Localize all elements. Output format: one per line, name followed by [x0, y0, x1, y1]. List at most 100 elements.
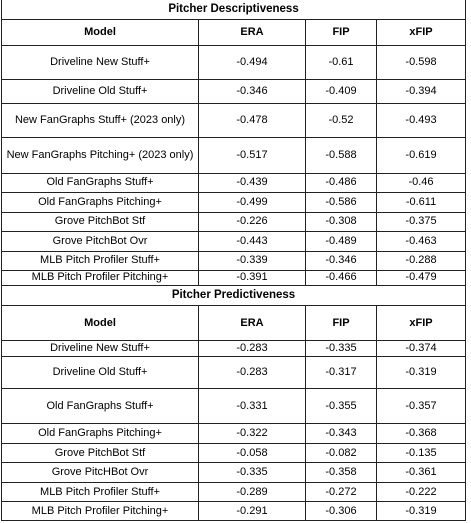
table-row: Grove PitchBot Stf -0.058 -0.082 -0.135: [1, 443, 466, 463]
model-name: Old FanGraphs Pitching+: [1, 423, 199, 444]
metric-value: -0.283: [198, 356, 306, 389]
data-table: Pitcher Predictiveness Model ERA FIP xFIP Dri…: [1, 285, 466, 521]
metric-value: -0.319: [376, 501, 466, 521]
metric-value: -0.272: [305, 482, 377, 502]
metric-value: -0.339: [198, 250, 306, 271]
data-table: Pitcher Descriptiveness Model ERA FIP xFIP Dr…: [0, 0, 467, 286]
metric-value: -0.489: [305, 230, 377, 252]
model-name: Grove PitchBot Ovr: [1, 230, 199, 252]
model-name: Driveline Old Stuff+: [1, 356, 199, 389]
metric-value: -0.135: [376, 443, 466, 463]
metric-value: -0.443: [198, 230, 306, 252]
metric-value: -0.486: [305, 172, 377, 193]
model-name: Driveline New Stuff+: [1, 44, 199, 80]
metric-value: -0.52: [305, 102, 377, 138]
metric-value: -0.375: [375, 211, 467, 232]
column-header: FIP: [305, 18, 377, 46]
model-name: New FanGraphs Stuff+ (2023 only): [1, 102, 199, 138]
metric-value: -0.331: [198, 388, 306, 424]
metric-value: -0.288: [375, 250, 467, 271]
metric-value: -0.466: [305, 269, 377, 286]
metric-value: -0.598: [375, 44, 467, 80]
metric-value: -0.335: [305, 340, 377, 357]
table-row: MLB Pitch Profiler Pitching+ -0.391 -0.466…: [1, 269, 467, 286]
table-row: MLB Pitch Profiler Stuff+ -0.289 -0.272 -0.…: [1, 482, 466, 502]
title-row: Pitcher Predictiveness: [1, 285, 466, 306]
metric-value: -0.357: [376, 388, 466, 424]
model-name: MLB Pitch Profiler Stuff+: [1, 482, 199, 502]
table-title: Pitcher Descriptiveness: [0, 0, 467, 20]
metric-value: -0.479: [375, 269, 467, 286]
column-header: FIP: [305, 305, 377, 341]
model-name: Grove PitchBot Stf: [1, 211, 199, 232]
metric-value: -0.361: [376, 462, 466, 483]
metric-value: -0.308: [305, 211, 377, 232]
metric-value: -0.494: [198, 44, 306, 80]
column-header: ERA: [198, 305, 306, 341]
table-row: MLB Pitch Profiler Stuff+ -0.339 -0.346 -0.…: [1, 250, 467, 271]
metric-value: -0.586: [305, 191, 377, 213]
metric-value: -0.61: [305, 44, 377, 80]
metric-value: -0.322: [198, 423, 306, 444]
model-name: Driveline Old Stuff+: [1, 78, 199, 104]
metric-value: -0.619: [375, 136, 467, 174]
metric-value: -0.358: [305, 462, 377, 483]
model-name: Grove PitcHBot Ovr: [1, 462, 199, 483]
model-name: Driveline New Stuff+: [1, 340, 199, 357]
metric-value: -0.493: [375, 102, 467, 138]
title-row: Pitcher Descriptiveness: [0, 0, 467, 20]
metric-value: -0.291: [198, 501, 306, 521]
metric-value: -0.226: [198, 211, 306, 232]
metric-value: -0.306: [305, 501, 377, 521]
metric-value: -0.499: [198, 191, 306, 213]
metric-value: -0.283: [198, 340, 306, 357]
model-name: New FanGraphs Pitching+ (2023 only): [1, 136, 199, 174]
column-header: ERA: [198, 18, 306, 46]
model-name: Old FanGraphs Stuff+: [1, 388, 199, 424]
table-row: MLB Pitch Profiler Pitching+ -0.291 -0.306…: [1, 501, 466, 521]
model-name: Old FanGraphs Stuff+: [1, 172, 199, 193]
model-name: MLB Pitch Profiler Pitching+: [1, 501, 199, 521]
metric-value: -0.343: [305, 423, 377, 444]
table-row: Grove PitchBot Stf -0.226 -0.308 -0.375: [1, 211, 467, 232]
table-row: Old FanGraphs Stuff+ -0.439 -0.486 -0.46: [1, 172, 467, 193]
metric-value: -0.588: [305, 136, 377, 174]
table-row: New FanGraphs Pitching+ (2023 only) -0.51…: [1, 136, 467, 174]
model-name: Old FanGraphs Pitching+: [1, 191, 199, 213]
metric-value: -0.058: [198, 443, 306, 463]
metric-value: -0.355: [305, 388, 377, 424]
model-name: MLB Pitch Profiler Pitching+: [1, 269, 199, 286]
table-row: New FanGraphs Stuff+ (2023 only) -0.478 -0…: [1, 102, 467, 138]
metric-value: -0.317: [305, 356, 377, 389]
metric-value: -0.319: [376, 356, 466, 389]
metric-value: -0.439: [198, 172, 306, 193]
model-name: MLB Pitch Profiler Stuff+: [1, 250, 199, 271]
column-header: Model: [1, 305, 199, 341]
table-row: Driveline New Stuff+ -0.283 -0.335 -0.374: [1, 340, 466, 357]
metric-value: -0.374: [376, 340, 466, 357]
metric-value: -0.289: [198, 482, 306, 502]
metric-value: -0.478: [198, 102, 306, 138]
metric-value: -0.368: [376, 423, 466, 444]
header-row: Model ERA FIP xFIP: [1, 18, 467, 46]
metric-value: -0.517: [198, 136, 306, 174]
table-row: Grove PitcHBot Ovr -0.335 -0.358 -0.361: [1, 462, 466, 483]
column-header: Model: [1, 18, 199, 46]
metric-value: -0.46: [375, 172, 467, 193]
table-row: Old FanGraphs Pitching+ -0.499 -0.586 -0.61…: [1, 191, 467, 213]
metric-value: -0.391: [198, 269, 306, 286]
table-row: Driveline Old Stuff+ -0.346 -0.409 -0.394: [1, 78, 467, 104]
metric-value: -0.409: [305, 78, 377, 104]
table-row: Grove PitchBot Ovr -0.443 -0.489 -0.463: [1, 230, 467, 252]
table-row: Driveline New Stuff+ -0.494 -0.61 -0.598: [1, 44, 467, 80]
metric-value: -0.335: [198, 462, 306, 483]
table-row: Driveline Old Stuff+ -0.283 -0.317 -0.319: [1, 356, 466, 389]
table-row: Old FanGraphs Stuff+ -0.331 -0.355 -0.357: [1, 388, 466, 424]
table-title: Pitcher Predictiveness: [1, 285, 466, 306]
metric-value: -0.346: [198, 78, 306, 104]
column-header: xFIP: [375, 18, 467, 46]
metric-value: -0.222: [376, 482, 466, 502]
model-name: Grove PitchBot Stf: [1, 443, 199, 463]
